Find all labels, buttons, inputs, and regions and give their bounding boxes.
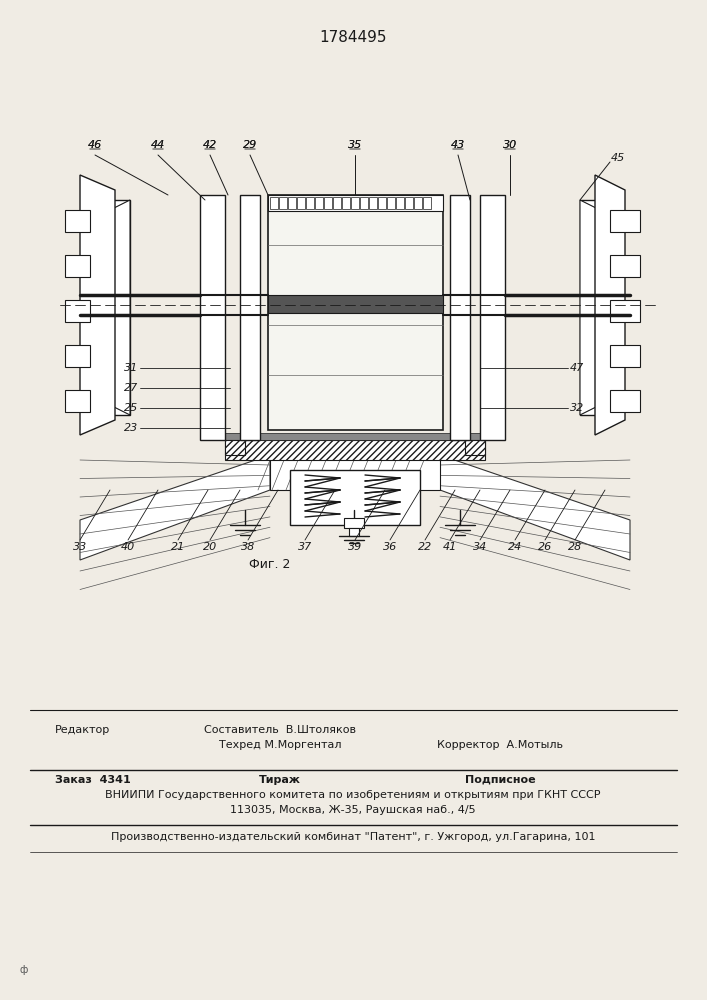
Bar [378, 197, 386, 209]
Bar [225, 433, 485, 440]
Text: 42: 42 [203, 140, 217, 150]
Bar [610, 255, 640, 277]
Polygon shape [80, 175, 115, 435]
Bar [349, 528, 359, 536]
Bar [610, 300, 640, 322]
Text: Заказ  4341: Заказ 4341 [55, 775, 131, 785]
Bar [288, 197, 296, 209]
Text: 37: 37 [298, 542, 312, 552]
Text: Тираж: Тираж [259, 775, 301, 785]
Text: 29: 29 [243, 140, 257, 150]
Bar [279, 197, 287, 209]
Text: Фиг. 2: Фиг. 2 [250, 558, 291, 572]
Text: 26: 26 [538, 542, 552, 552]
Text: Корректор  А.Мотыль: Корректор А.Мотыль [437, 740, 563, 750]
Bar [351, 197, 359, 209]
Text: 38: 38 [241, 542, 255, 552]
Bar [465, 440, 485, 455]
Polygon shape [100, 200, 130, 415]
Bar [450, 195, 470, 440]
Bar [387, 197, 395, 209]
Bar [65, 300, 90, 322]
Text: 28: 28 [568, 542, 582, 552]
Text: 46: 46 [88, 140, 102, 150]
Text: 1784495: 1784495 [320, 30, 387, 45]
Text: 32: 32 [570, 403, 584, 413]
Text: 113035, Москва, Ж-35, Раушская наб., 4/5: 113035, Москва, Ж-35, Раушская наб., 4/5 [230, 805, 476, 815]
Bar [306, 197, 314, 209]
Bar [240, 195, 260, 440]
Text: ВНИИПИ Государственного комитета по изобретениям и открытиям при ГКНТ СССР: ВНИИПИ Государственного комитета по изоб… [105, 790, 601, 800]
Bar [65, 345, 90, 367]
Bar [480, 195, 505, 440]
Text: 24: 24 [508, 542, 522, 552]
Bar [369, 197, 377, 209]
Text: Производственно-издательский комбинат "Патент", г. Ужгород, ул.Гагарина, 101: Производственно-издательский комбинат "П… [111, 832, 595, 842]
Text: 25: 25 [124, 403, 138, 413]
Bar [342, 197, 350, 209]
Bar [315, 197, 323, 209]
Text: 35: 35 [348, 140, 362, 150]
Text: 34: 34 [473, 542, 487, 552]
Text: 21: 21 [171, 542, 185, 552]
Bar [268, 195, 443, 211]
Bar [324, 197, 332, 209]
Bar [396, 197, 404, 209]
Bar [333, 197, 341, 209]
Text: 31: 31 [124, 363, 138, 373]
Text: 39: 39 [348, 542, 362, 552]
Text: 46: 46 [88, 140, 102, 150]
Bar [423, 197, 431, 209]
Bar [65, 255, 90, 277]
Bar [405, 197, 413, 209]
Polygon shape [80, 455, 270, 560]
Bar [268, 295, 443, 313]
Polygon shape [595, 175, 625, 435]
Polygon shape [580, 200, 620, 415]
Text: 35: 35 [348, 140, 362, 150]
Text: Техред М.Моргентал: Техред М.Моргентал [218, 740, 341, 750]
Text: 36: 36 [383, 542, 397, 552]
Text: 40: 40 [121, 542, 135, 552]
Text: 47: 47 [570, 363, 584, 373]
Bar [360, 197, 368, 209]
Text: ф: ф [20, 965, 28, 975]
Text: 33: 33 [73, 542, 87, 552]
Bar [270, 455, 440, 490]
Bar [65, 390, 90, 412]
Text: 45: 45 [611, 153, 625, 163]
Text: 41: 41 [443, 542, 457, 552]
Text: 43: 43 [451, 140, 465, 150]
Bar [225, 440, 485, 460]
Text: Подписное: Подписное [464, 775, 535, 785]
Bar [268, 195, 443, 430]
Polygon shape [580, 200, 610, 415]
Bar [610, 345, 640, 367]
Text: 42: 42 [203, 140, 217, 150]
Text: 43: 43 [451, 140, 465, 150]
Text: 20: 20 [203, 542, 217, 552]
Bar [414, 197, 422, 209]
Text: 44: 44 [151, 140, 165, 150]
Bar [225, 440, 245, 455]
Polygon shape [90, 200, 130, 415]
Text: 22: 22 [418, 542, 432, 552]
Bar [200, 195, 225, 440]
Text: Составитель  В.Штоляков: Составитель В.Штоляков [204, 725, 356, 735]
Bar [290, 470, 420, 525]
Bar [65, 210, 90, 232]
Bar [610, 390, 640, 412]
Polygon shape [440, 455, 630, 560]
Text: 27: 27 [124, 383, 138, 393]
Bar [344, 518, 364, 528]
Text: 30: 30 [503, 140, 517, 150]
Bar [270, 197, 278, 209]
Text: 44: 44 [151, 140, 165, 150]
Bar [610, 210, 640, 232]
Text: Редактор: Редактор [55, 725, 110, 735]
Text: 23: 23 [124, 423, 138, 433]
Text: 30: 30 [503, 140, 517, 150]
Bar [297, 197, 305, 209]
Text: 29: 29 [243, 140, 257, 150]
